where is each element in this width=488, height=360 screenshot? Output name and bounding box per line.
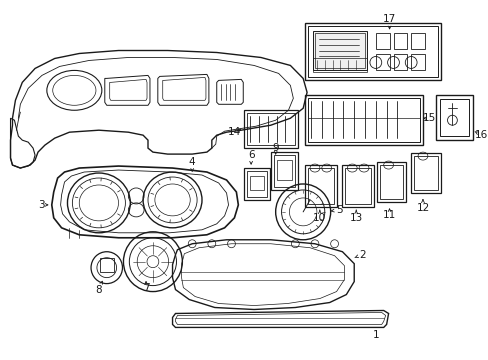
Bar xyxy=(410,54,424,71)
Bar xyxy=(246,113,295,145)
Bar xyxy=(246,171,266,197)
Bar xyxy=(305,95,422,145)
Bar xyxy=(410,153,440,193)
Text: 14: 14 xyxy=(227,127,241,137)
Text: 3: 3 xyxy=(39,200,45,210)
Text: 13: 13 xyxy=(349,213,362,223)
Bar xyxy=(439,99,468,136)
Bar xyxy=(413,156,437,190)
Bar xyxy=(435,95,472,140)
Bar xyxy=(100,258,113,272)
Text: 15: 15 xyxy=(422,113,436,123)
Bar xyxy=(305,23,440,80)
Text: 9: 9 xyxy=(272,143,278,153)
Bar xyxy=(410,32,424,49)
Bar xyxy=(312,58,366,72)
Bar xyxy=(379,165,403,199)
Bar xyxy=(393,32,407,49)
Bar xyxy=(375,32,389,49)
Text: 5: 5 xyxy=(335,205,342,215)
Bar xyxy=(305,165,336,207)
Bar xyxy=(273,155,295,187)
Bar xyxy=(307,98,419,142)
Bar xyxy=(342,165,373,207)
Text: 10: 10 xyxy=(313,213,326,223)
Text: 1: 1 xyxy=(372,330,378,341)
Bar xyxy=(307,168,333,204)
Text: 2: 2 xyxy=(358,250,365,260)
Bar xyxy=(314,32,364,68)
Text: 11: 11 xyxy=(382,210,395,220)
Bar xyxy=(244,168,269,200)
Bar xyxy=(376,162,406,202)
Bar xyxy=(250,176,264,190)
Bar xyxy=(375,54,389,71)
Bar xyxy=(270,152,298,190)
Text: 4: 4 xyxy=(188,157,195,167)
Bar xyxy=(307,26,437,77)
Text: 12: 12 xyxy=(415,203,429,213)
Text: 6: 6 xyxy=(247,150,254,160)
Text: 7: 7 xyxy=(142,283,149,293)
Text: 17: 17 xyxy=(382,14,395,24)
Text: 8: 8 xyxy=(95,284,102,294)
Bar xyxy=(244,110,298,148)
Bar xyxy=(312,31,366,71)
Bar xyxy=(345,168,370,204)
Text: 16: 16 xyxy=(474,130,488,140)
Bar xyxy=(276,160,292,180)
Bar xyxy=(393,54,407,71)
